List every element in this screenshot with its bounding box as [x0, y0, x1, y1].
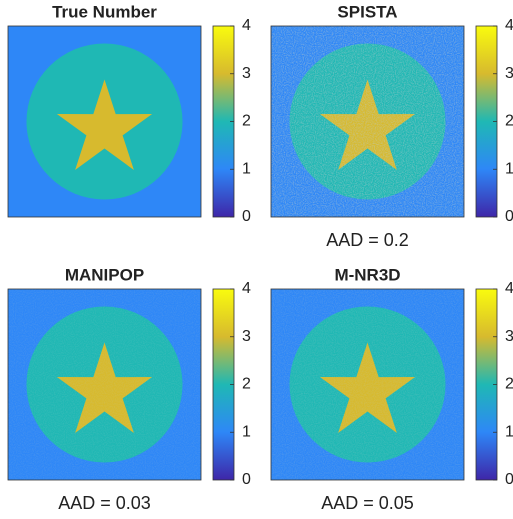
colorbar-tick-label: 0 — [505, 208, 513, 225]
colorbar-tick-label: 3 — [505, 65, 513, 82]
colorbar-tick-label: 2 — [505, 376, 513, 393]
colorbar-tick-label: 4 — [505, 17, 513, 34]
colorbar-tick-label: 0 — [242, 208, 251, 225]
panel-title: SPISTA — [337, 2, 397, 21]
panel-title: True Number — [52, 2, 157, 21]
panel-title: M-NR3D — [334, 265, 400, 284]
noise-overlay — [271, 26, 464, 217]
star-region — [56, 79, 153, 170]
colorbar-tick-label: 2 — [242, 113, 251, 130]
colorbar-tick-label: 1 — [505, 423, 513, 440]
colorbar-tick-label: 0 — [505, 471, 513, 488]
colorbar-tick-label: 0 — [242, 471, 251, 488]
image-frame — [270, 288, 465, 481]
panel-title: MANIPOP — [65, 265, 144, 284]
colorbar-tick-label: 1 — [242, 423, 251, 440]
colorbar-tick-label: 1 — [242, 160, 251, 177]
image-frame — [270, 25, 465, 218]
aad-annotation: AAD = 0.2 — [326, 230, 409, 250]
image — [271, 289, 464, 480]
colorbar-tick-label: 2 — [505, 113, 513, 130]
image — [271, 26, 464, 217]
colorbar-tick-label: 3 — [242, 65, 251, 82]
colorbar-tick-label: 4 — [505, 280, 513, 297]
image — [8, 289, 201, 480]
colorbar-tick-label: 4 — [242, 280, 251, 297]
noise-overlay — [8, 289, 201, 480]
colorbar-tick-label: 2 — [242, 376, 251, 393]
aad-annotation: AAD = 0.03 — [58, 493, 151, 513]
colorbar-tick-label: 1 — [505, 160, 513, 177]
aad-annotation: AAD = 0.05 — [321, 493, 414, 513]
noise-overlay — [271, 289, 464, 480]
image — [8, 26, 201, 217]
colorbar-tick-label: 3 — [505, 328, 513, 345]
colorbar-tick-label: 3 — [242, 328, 251, 345]
image-frame — [7, 288, 202, 481]
image-frame — [7, 25, 202, 218]
colorbar-tick-label: 4 — [242, 17, 251, 34]
